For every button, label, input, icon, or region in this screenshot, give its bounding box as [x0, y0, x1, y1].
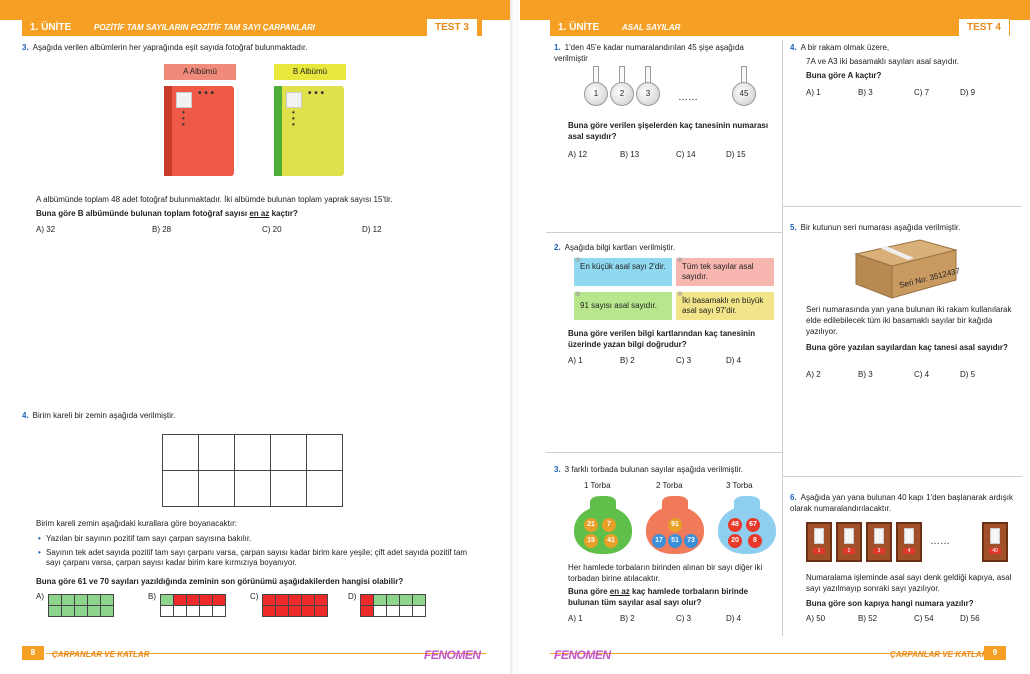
option-c[interactable]: C) 20	[262, 225, 282, 234]
q5-info: Seri numarasında yan yana bulunan iki ra…	[806, 305, 1012, 336]
q3-ask: Buna göre B albümünde bulunan toplam fot…	[36, 209, 298, 218]
q3-ask: Buna göre en az kaç hamlede torbaların b…	[568, 587, 749, 607]
option-a-grid[interactable]	[48, 594, 114, 617]
door-40: 40	[982, 522, 1008, 562]
album-b-label: B Albümü	[274, 64, 346, 80]
q4-ask: Buna göre A kaçtır?	[806, 71, 882, 80]
question-2: 2. Aşağıda bilgi kartları verilmiştir.	[554, 243, 675, 252]
info-card-4: ⊕ İki basamaklı en büyük asal sayı 97'dir…	[676, 291, 774, 320]
question-1: 1. 1'den 45'e kadar numaralandırılan 45 ş…	[554, 43, 744, 63]
album-a: • • • • • •	[164, 86, 234, 176]
chapter-name: ÇARPANLAR VE KATLAR	[890, 650, 988, 659]
test-label: TEST 3	[426, 18, 478, 36]
brand-logo: FENOMEN	[424, 648, 481, 662]
bag-3-label: 3 Torba	[726, 481, 753, 490]
info-card-2: ⊕ Tüm tek sayılar asal sayıdır.	[676, 257, 774, 286]
left-page: 1. ÜNİTE POZİTİF TAM SAYILARIN POZİTİF T…	[0, 0, 512, 674]
topic-title: POZİTİF TAM SAYILARIN POZİTİF TAM SAYI Ç…	[94, 23, 316, 32]
q4-options: A) B) C) D)	[36, 592, 496, 628]
right-page: 1. ÜNİTE ASAL SAYILAR TEST 4 1. 1'den 45'…	[518, 0, 1030, 674]
cardboard-box-icon: Seri No: 3512437	[854, 239, 960, 299]
question-4: 4. A bir rakam olmak üzere,	[790, 43, 890, 52]
bag-1: 21 7 15 41	[574, 496, 632, 554]
album-b: • • • • • •	[274, 86, 344, 176]
question-4: 4. Birim kareli bir zemin aşağıda verilmi…	[22, 411, 176, 420]
option-c-grid[interactable]	[262, 594, 328, 617]
option-d-grid[interactable]	[360, 594, 426, 617]
option-a[interactable]: A) 32	[36, 225, 56, 234]
q4-bullet-1: Yazılan bir sayının pozitif tam sayı çar…	[38, 534, 486, 544]
chapter-name: ÇARPANLAR VE KATLAR	[52, 650, 150, 659]
option-d[interactable]: D) 12	[362, 225, 382, 234]
q6-ask: Buna göre son kapıya hangi numara yazılı…	[806, 599, 974, 608]
q1-ask: Buna göre verilen şişelerden kaç tanesin…	[568, 121, 769, 141]
top-band	[0, 0, 510, 20]
door-2: 2	[836, 522, 862, 562]
option-b[interactable]: B) 28	[152, 225, 172, 234]
q4-rules: Birim kareli zemin aşağıdaki kurallara g…	[36, 519, 237, 528]
page-number: 8	[22, 646, 44, 660]
page-number: 9	[984, 646, 1006, 660]
door-3: 3	[866, 522, 892, 562]
question-6: 6. Aşağıda yan yana bulunan 40 kapı 1'den…	[790, 493, 1014, 513]
door-4: 4	[896, 522, 922, 562]
question-number: 3.	[22, 43, 29, 52]
option-b-grid[interactable]	[160, 594, 226, 617]
unit-grid	[162, 434, 343, 507]
flask-1: 1	[584, 66, 608, 108]
info-card-3: ⊕ 91 sayısı asal sayıdır.	[574, 291, 672, 320]
question-3: 3. 3 farklı torbada bulunan sayılar aşağı…	[554, 465, 743, 474]
q3-info: Her hamlede torbaların birinden alınan b…	[568, 563, 763, 583]
bag-3: 48 67 20 8	[718, 496, 776, 554]
bag-1-label: 1 Torba	[584, 481, 611, 490]
flask-45: 45	[732, 66, 756, 108]
q2-ask: Buna göre verilen bilgi kartlarından kaç…	[568, 329, 756, 349]
door-ellipsis: ……	[930, 536, 950, 547]
bag-2-label: 2 Torba	[656, 481, 683, 490]
page-header: 1. ÜNİTE POZİTİF TAM SAYILARIN POZİTİF T…	[22, 18, 482, 36]
q4-line2: 7A ve A3 iki basamaklı sayıları asal say…	[806, 57, 959, 66]
book-gutter	[510, 0, 520, 674]
question-text: Aşağıda verilen albümlerin her yaprağınd…	[32, 43, 308, 52]
brand-logo: FENOMEN	[554, 648, 611, 662]
page-header: 1. ÜNİTE ASAL SAYILAR TEST 4	[550, 18, 1010, 36]
unit-label: 1. ÜNİTE	[22, 20, 84, 36]
flask-2: 2	[610, 66, 634, 108]
album-a-label: A Albümü	[164, 64, 236, 80]
flask-3: 3	[636, 66, 660, 108]
footer-line	[46, 653, 486, 654]
q3-info: A albümünde toplam 48 adet fotoğraf bulu…	[36, 195, 393, 204]
question-3: 3. Aşağıda verilen albümlerin her yaprağı…	[22, 42, 492, 53]
bag-2: 91 17 51 73	[646, 496, 704, 554]
door-1: 1	[806, 522, 832, 562]
info-card-1: ⊕ En küçük asal sayı 2'dir.	[574, 257, 672, 286]
q5-ask: Buna göre yazılan sayılardan kaç tanesi …	[806, 343, 1008, 352]
q4-bullet-2: Sayının tek adet sayıda pozitif tam sayı…	[38, 548, 474, 568]
flask-ellipsis: ……	[678, 92, 698, 103]
q4-ask: Buna göre 61 ve 70 sayıları yazıldığında…	[36, 577, 404, 586]
question-5: 5. Bir kutunun seri numarası aşağıda veri…	[790, 223, 961, 232]
q6-info: Numaralama işleminde asal sayı denk geld…	[806, 573, 1012, 593]
